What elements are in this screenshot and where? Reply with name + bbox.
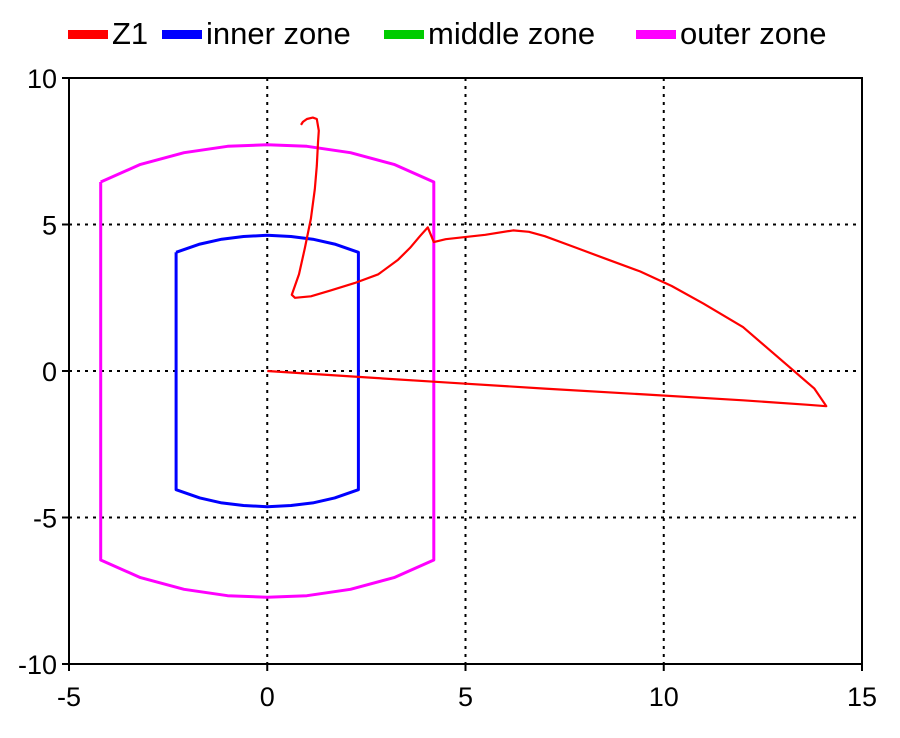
legend-item-z1[interactable]: Z1 xyxy=(68,12,148,56)
legend-item-outer-zone[interactable]: outer zone xyxy=(636,12,827,56)
legend-label-outer-zone: outer zone xyxy=(680,16,827,51)
x-tick-label-1: 0 xyxy=(260,682,275,712)
legend-item-middle-zone[interactable]: middle zone xyxy=(384,12,595,56)
x-tick-label-3: 10 xyxy=(649,682,679,712)
legend-swatch-middle-zone xyxy=(384,29,424,39)
legend-item-inner-zone[interactable]: inner zone xyxy=(162,12,351,56)
y-tick-label-2: 0 xyxy=(42,357,57,387)
grid xyxy=(69,78,862,664)
y-tick-label-0: -10 xyxy=(18,650,57,680)
y-tick-label-1: -5 xyxy=(33,504,57,534)
x-tick-label-2: 5 xyxy=(458,682,473,712)
x-tick-label-4: 15 xyxy=(847,682,877,712)
legend-swatch-inner-zone xyxy=(162,29,202,39)
legend-label-middle-zone: middle zone xyxy=(428,16,596,51)
series-layer xyxy=(99,116,828,599)
legend-label-inner-zone: inner zone xyxy=(206,16,351,51)
legend-label-z1: Z1 xyxy=(112,16,149,51)
legend-swatch-outer-zone xyxy=(636,29,676,39)
series-line-inner-zone xyxy=(174,233,360,509)
y-tick-label-3: 5 xyxy=(42,211,57,241)
series-line-outer-zone xyxy=(99,143,436,599)
legend-swatch-z1 xyxy=(68,29,108,39)
legend: Z1 inner zone middle zone outer zone xyxy=(0,12,900,56)
y-tick-label-4: 10 xyxy=(27,64,57,94)
x-tick-label-0: -5 xyxy=(57,682,81,712)
series-line-z1 xyxy=(267,116,828,408)
